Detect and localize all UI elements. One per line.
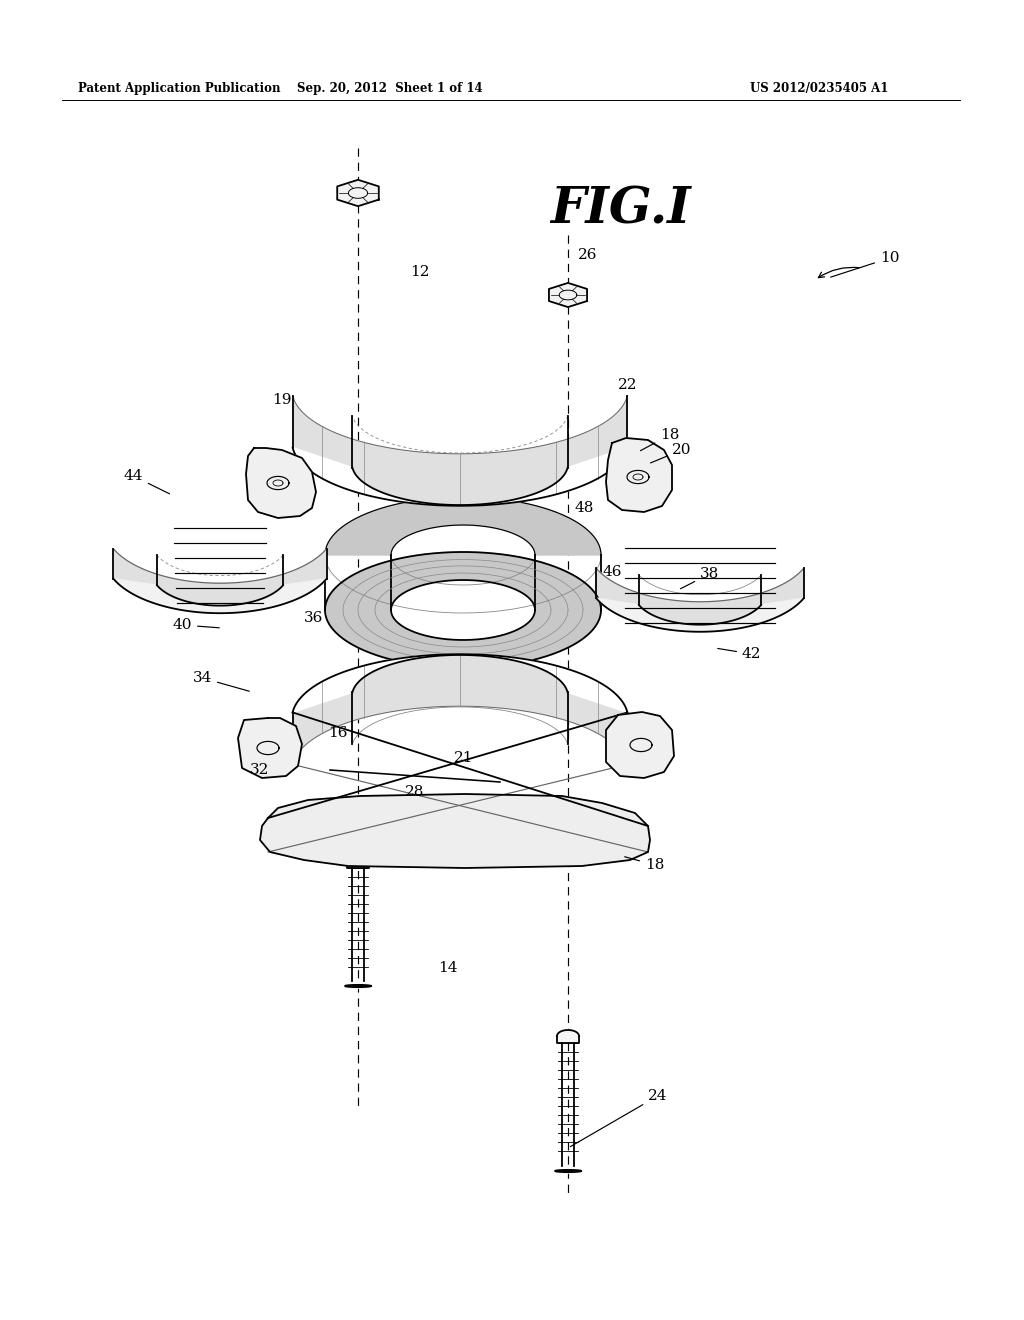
Text: 24: 24: [570, 1089, 668, 1147]
Polygon shape: [596, 568, 804, 632]
Text: 22: 22: [618, 378, 638, 392]
Text: 48: 48: [574, 502, 594, 515]
Polygon shape: [293, 655, 628, 764]
Polygon shape: [337, 180, 379, 206]
Text: 28: 28: [406, 785, 425, 799]
Text: 38: 38: [681, 568, 719, 589]
Text: 44: 44: [124, 469, 170, 494]
Text: 12: 12: [411, 265, 430, 279]
Text: 18: 18: [640, 428, 679, 450]
Text: Patent Application Publication: Patent Application Publication: [78, 82, 281, 95]
Text: 19: 19: [272, 393, 292, 407]
Polygon shape: [325, 552, 601, 668]
Polygon shape: [549, 282, 587, 308]
Polygon shape: [293, 396, 628, 506]
Polygon shape: [246, 447, 316, 517]
Polygon shape: [114, 578, 327, 614]
Text: US 2012/0235405 A1: US 2012/0235405 A1: [750, 82, 889, 95]
Polygon shape: [238, 718, 302, 777]
Text: 20: 20: [650, 444, 691, 463]
Text: 34: 34: [193, 671, 249, 692]
Text: 14: 14: [438, 961, 458, 975]
Polygon shape: [606, 711, 674, 777]
Polygon shape: [260, 795, 650, 869]
Polygon shape: [325, 498, 601, 554]
Polygon shape: [557, 1030, 579, 1043]
Text: 46: 46: [602, 565, 622, 579]
Text: FIG.I: FIG.I: [550, 186, 690, 235]
Text: 32: 32: [250, 763, 269, 777]
Text: 36: 36: [304, 611, 324, 624]
Text: 40: 40: [172, 618, 219, 632]
Polygon shape: [293, 447, 628, 506]
Polygon shape: [293, 655, 628, 713]
Text: Sep. 20, 2012  Sheet 1 of 14: Sep. 20, 2012 Sheet 1 of 14: [297, 82, 482, 95]
Polygon shape: [114, 549, 327, 614]
Polygon shape: [606, 438, 672, 512]
Polygon shape: [596, 598, 804, 632]
Text: 16: 16: [329, 726, 348, 741]
Text: 18: 18: [625, 857, 665, 873]
Polygon shape: [347, 855, 369, 869]
Polygon shape: [391, 579, 535, 640]
Text: 10: 10: [830, 251, 899, 277]
Text: 21: 21: [455, 751, 474, 766]
Text: 42: 42: [718, 647, 762, 661]
Text: 26: 26: [579, 248, 598, 261]
